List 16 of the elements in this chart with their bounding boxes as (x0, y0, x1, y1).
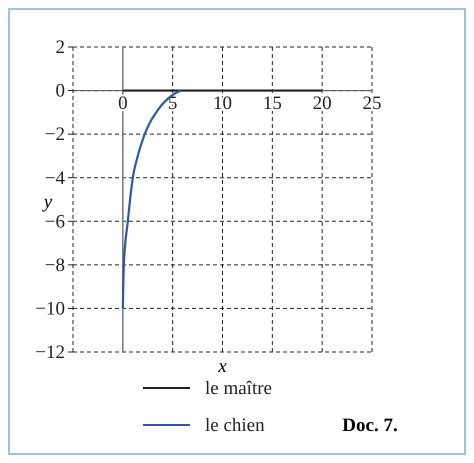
legend-label: le maître (205, 378, 272, 399)
legend-label: le chien (205, 415, 266, 436)
y-tick-label: 2 (56, 37, 65, 58)
x-tick-label: 15 (262, 92, 282, 114)
y-tick-label: −6 (44, 211, 65, 232)
y-tick-label: −2 (44, 124, 65, 146)
x-tick-label: 10 (213, 92, 232, 114)
y-tick-label: −8 (44, 254, 65, 276)
text: Doc. 7. (342, 415, 398, 436)
y-axis-title: y (42, 192, 53, 212)
y-tick-label: −10 (35, 298, 65, 320)
y-tick-label: −4 (44, 168, 66, 189)
x-tick-label: 20 (312, 92, 332, 114)
y-tick-label: −12 (35, 342, 65, 364)
x-axis-title: x (217, 356, 228, 377)
x-tick-label: 25 (362, 92, 382, 114)
